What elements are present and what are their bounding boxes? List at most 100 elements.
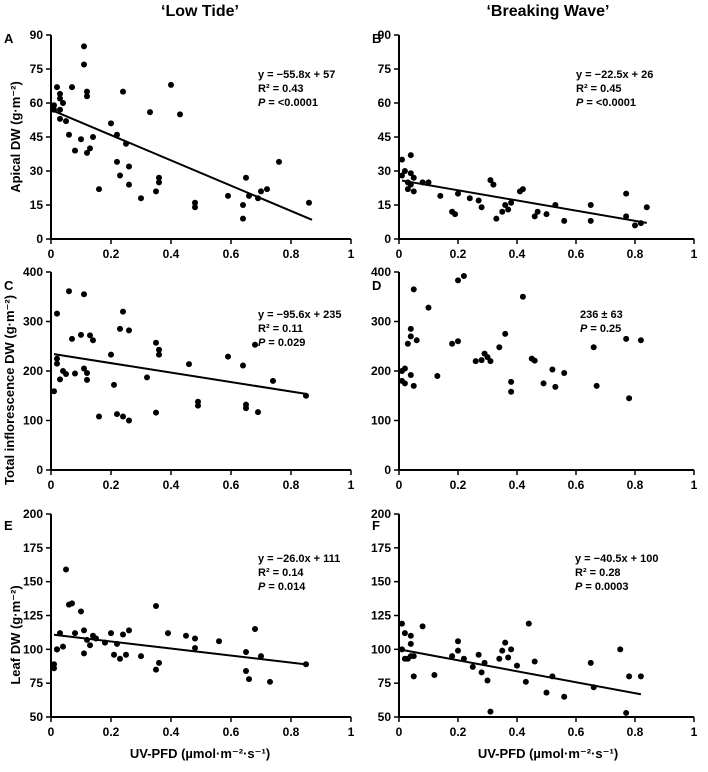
data-point-a <box>153 188 159 195</box>
data-point-c <box>66 288 72 295</box>
data-point-a <box>240 215 246 222</box>
data-point-b <box>552 202 559 208</box>
x-tick-label-f: 0.4 <box>509 725 526 739</box>
data-point-a <box>192 204 198 211</box>
panel-e: E 50 75 100 125 150 175 200 0 0.2 0.4 0.6 0.8 1 y = −2… <box>4 507 355 739</box>
data-point-b <box>643 204 650 211</box>
data-point-a <box>72 147 78 154</box>
data-point-f <box>481 659 488 666</box>
data-point-e <box>120 631 126 638</box>
data-point-f <box>398 620 405 627</box>
data-point-e <box>81 627 87 634</box>
data-point-e <box>252 626 258 633</box>
data-point-b <box>407 170 414 177</box>
data-point-a <box>78 136 84 143</box>
data-point-d <box>455 338 461 345</box>
data-point-d <box>407 371 414 378</box>
x-tick-label-e: 0.4 <box>163 725 180 739</box>
data-point-c <box>69 335 75 342</box>
data-point-e <box>117 655 123 662</box>
y-tick-label-b: 30 <box>378 164 392 178</box>
annotation-line1-d: 236 ± 63 <box>580 309 623 321</box>
data-point-a <box>66 131 72 138</box>
data-point-d <box>540 380 547 387</box>
x-tick-label-b: 0 <box>396 247 403 261</box>
data-point-b <box>587 202 594 208</box>
y-tick-label-b: 45 <box>378 130 392 144</box>
data-point-d <box>496 344 503 351</box>
data-point-b <box>437 192 444 199</box>
data-point-f <box>626 673 633 680</box>
annotation-line2-b: R² = 0.45 <box>576 83 622 95</box>
x-tick-label-f: 1 <box>691 725 698 739</box>
data-point-f <box>407 640 414 647</box>
data-point-e <box>63 566 69 573</box>
data-point-e <box>111 651 117 658</box>
data-point-f <box>460 655 467 662</box>
data-point-e <box>51 665 57 672</box>
x-tick-label-e: 0.2 <box>103 725 120 739</box>
data-point-d <box>413 337 420 344</box>
data-point-a <box>192 199 198 206</box>
data-point-a <box>90 134 96 140</box>
data-point-a <box>276 158 282 165</box>
y-tick-label-f: 175 <box>371 541 391 555</box>
panel-letter-a: A <box>4 31 14 46</box>
annotation-line1-a: y = −55.8x + 57 <box>258 69 335 81</box>
y-tick-label-a: 15 <box>30 198 44 212</box>
data-point-d <box>637 337 644 344</box>
data-point-f <box>499 647 506 654</box>
data-point-a <box>156 174 162 181</box>
data-point-c <box>51 388 57 395</box>
annotation-line2-c: R² = 0.11 <box>258 323 303 335</box>
data-point-b <box>623 190 630 197</box>
data-point-e <box>69 600 75 607</box>
data-point-b <box>487 177 494 184</box>
data-point-b <box>490 181 497 188</box>
x-tick-label-f: 0.2 <box>450 725 467 739</box>
data-point-a <box>243 174 249 181</box>
data-point-d <box>449 340 456 347</box>
data-point-e <box>138 653 144 660</box>
annotation-line1-e: y = −26.0x + 111 <box>258 553 340 565</box>
data-point-a <box>258 188 264 195</box>
data-point-f <box>469 663 476 670</box>
y-tick-label-a: 60 <box>30 96 44 110</box>
data-point-a <box>84 149 90 156</box>
y-tick-label-f: 150 <box>371 575 391 589</box>
x-tick-label-e: 0.8 <box>283 725 300 739</box>
data-point-f <box>508 646 515 653</box>
panel-letter-c: C <box>4 278 14 293</box>
data-point-f <box>587 659 594 666</box>
y-tick-label-c: 300 <box>23 315 43 329</box>
data-point-b <box>452 211 459 218</box>
data-point-a <box>57 115 63 122</box>
data-point-a <box>96 186 102 193</box>
data-point-a <box>51 102 57 109</box>
data-point-b <box>587 217 594 224</box>
x-tick-label-f: 0.6 <box>568 725 585 739</box>
p-symbol-f: P <box>575 581 583 593</box>
data-point-b <box>475 197 482 204</box>
x-tick-label-e: 0.6 <box>223 725 240 739</box>
data-point-c <box>120 413 126 420</box>
p-symbol-e: P <box>258 581 266 593</box>
data-point-a <box>57 106 63 113</box>
y-axis-title-top: Apical DW (g·m⁻²) <box>8 81 23 193</box>
y-axis-title-middle: Total inflorescence DW (g·m⁻²) <box>2 295 17 485</box>
data-point-d <box>472 358 479 365</box>
data-point-a <box>123 140 129 147</box>
data-point-b <box>508 199 515 206</box>
x-tick-label-f: 0.8 <box>627 725 644 739</box>
panel-d: D 0 100 200 300 400 0 0.2 0.4 0.6 0.8 1 236 ± 63 P = … <box>371 265 698 492</box>
y-tick-label-e: 200 <box>23 507 43 521</box>
data-point-c <box>72 370 78 377</box>
data-point-c <box>195 402 201 409</box>
annotation-p-e: P = 0.014 <box>258 581 306 593</box>
data-point-f <box>410 653 417 660</box>
data-point-c <box>156 351 162 358</box>
y-tick-label-e: 125 <box>23 609 43 623</box>
data-point-e <box>153 666 159 673</box>
column-title-right: ‘Breaking Wave’ <box>486 3 609 20</box>
data-point-d <box>410 382 417 389</box>
